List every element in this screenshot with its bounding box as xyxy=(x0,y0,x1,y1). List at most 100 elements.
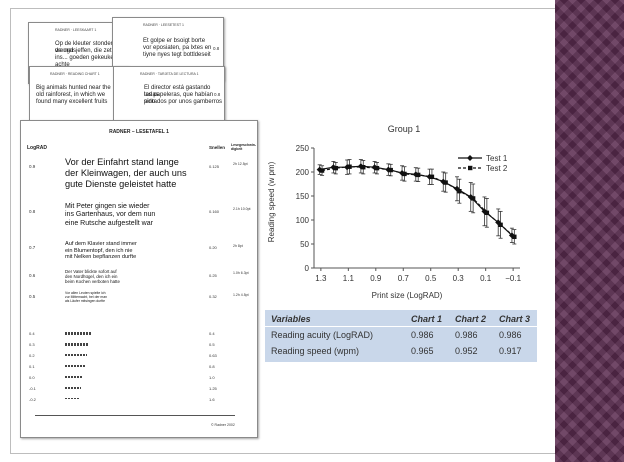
card-line: vor eposiaten, pa lxtes en xyxy=(143,45,212,51)
small-row-logrd: 0.2 xyxy=(29,353,35,358)
card-line: old rainforest, in which we xyxy=(36,92,106,98)
row-speed: 1.0h 6.3pt xyxy=(233,271,249,276)
sentence-line: der Kleinwagen, der auch uns xyxy=(65,167,187,178)
card-line: las papeleras, que habían sido xyxy=(144,92,214,105)
chart-y-axis-label: Reading speed (w pm) xyxy=(267,161,276,242)
column-header-logrd: LogRAD xyxy=(27,145,47,151)
card-title: RADNER · LEESETEST 1 xyxy=(143,23,184,27)
card-title: RADNER · LEESKAART 1 xyxy=(55,28,97,32)
sentence-line: Der Vater blickte sofort auf xyxy=(65,269,117,274)
small-row-snellen: 0.5 xyxy=(209,342,215,347)
chart-point xyxy=(416,172,421,178)
small-row-logrd: 0.3 xyxy=(29,342,35,347)
card-title: RADNER · TARJETA DE LECTURA 1 xyxy=(140,72,199,76)
column-header-speed: Lesegeschwin- digkeit xyxy=(231,143,257,151)
card-line: Op de kleuter stonden vreugd xyxy=(55,41,115,54)
row-snellen: 0.125 xyxy=(209,164,220,170)
small-row-text xyxy=(65,365,85,368)
chart-y-tick-label: 100 xyxy=(296,216,310,225)
table-cell: Reading speed (wpm) xyxy=(271,346,360,356)
sentence-line: Auf dem Klavier stand immer xyxy=(65,241,137,247)
card-title: RADNER · READING CHART 1 xyxy=(50,72,100,76)
table-row: Reading acuity (LogRAD) 0.986 0.986 0.98… xyxy=(265,327,537,344)
table-header-variables: Variables xyxy=(271,314,311,324)
card-score: 0.8 xyxy=(213,46,220,51)
row-logrd: 0.6 xyxy=(29,272,36,278)
chart-y-tick-label: 0 xyxy=(305,264,310,273)
sentence-line: ins Gartenhaus, vor dem nun xyxy=(65,211,156,219)
sentence-line: zur Mittemacht, bei der man xyxy=(65,295,108,299)
chart-y-tick-label: 50 xyxy=(300,240,309,249)
small-row-text xyxy=(65,332,91,335)
chart-point xyxy=(371,164,378,171)
chart-point xyxy=(484,210,490,215)
small-row-snellen: 0.63 xyxy=(209,353,217,358)
chart-point xyxy=(361,165,366,170)
legend-label: Test 2 xyxy=(486,164,508,173)
row-speed: 2h 8pt xyxy=(233,243,243,248)
card-line: de meisjeffen, die zet niet xyxy=(55,48,123,54)
card-line: found many excellent fruits xyxy=(36,99,108,105)
small-row-text xyxy=(65,398,79,400)
card-line: pintados por unos gamberros xyxy=(144,99,223,105)
sentence-line: den Nordhügel, den ich ein xyxy=(65,274,118,280)
sentence-line: ein Blumentopf, den ich nie xyxy=(65,247,133,254)
card-title: RADNER – LESETAFEL 1 xyxy=(109,129,169,135)
chart-x-axis-label: Print size (LogRAD) xyxy=(372,291,443,300)
sentence-line: Vor der Einfahrt stand lange xyxy=(65,157,179,167)
small-row-text xyxy=(65,387,81,389)
legend-marker xyxy=(467,155,473,161)
table-cell: 0.986 xyxy=(499,330,522,340)
chart-point xyxy=(374,165,380,171)
chart-x-tick-label: −0.1 xyxy=(505,274,521,283)
correlation-table: Variables Chart 1 Chart 2 Chart 3 Readin… xyxy=(265,310,537,362)
small-row-text xyxy=(65,343,89,346)
sentence-line: eine Rutsche aufgestellt war xyxy=(65,219,153,227)
small-row-logrd: -0.1 xyxy=(29,386,36,391)
chart-point xyxy=(512,234,517,239)
reading-speed-chart: Group 1 Reading speed (w pm) Print size … xyxy=(267,124,522,300)
chart-title: Group 1 xyxy=(388,124,421,134)
small-row-snellen: 1.25 xyxy=(209,386,217,391)
chart-point xyxy=(470,196,476,201)
row-logrd: 0.7 xyxy=(29,245,36,251)
chart-x-tick-label: 0.1 xyxy=(480,274,492,283)
decorative-pattern-strip xyxy=(555,0,624,462)
chart-series xyxy=(316,159,517,245)
chart-point xyxy=(319,168,325,173)
card-line: El director está gastando todas xyxy=(144,85,211,98)
small-row-snellen: 0.4 xyxy=(209,331,215,336)
card-line: ins... goeden gekeuken achte xyxy=(55,55,118,68)
sentence-line: als Läufer mitsingen durfte xyxy=(65,299,105,304)
small-row-logrd: 0.1 xyxy=(29,364,35,369)
row-speed: 1.2h 4.5pt xyxy=(233,292,249,297)
chart-x-tick-label: 0.3 xyxy=(453,274,465,283)
sentence-line: beim Kochen verboten hatte xyxy=(65,279,120,285)
chart-point xyxy=(498,222,503,227)
chart-point xyxy=(388,167,393,173)
table-cell: 0.965 xyxy=(411,346,434,356)
card-line: Big animals hunted near the xyxy=(36,85,111,91)
chart-y-tick-label: 200 xyxy=(296,168,310,177)
chart-x-tick-label: 0.9 xyxy=(370,274,382,283)
small-row-snellen: 0.8 xyxy=(209,364,215,369)
table-header-chart-1: Chart 1 xyxy=(411,314,443,324)
chart-x-tick-label: 1.1 xyxy=(343,274,355,283)
chart-point xyxy=(481,208,488,215)
table-cell: Reading acuity (LogRAD) xyxy=(271,330,374,340)
chart-axes: 0 50 100 150 200 250 1.3 1.1 0.9 0.7 0.5 0.3 0.1 −0.1 xyxy=(296,144,522,283)
small-row-logrd: -0.2 xyxy=(29,397,36,402)
legend-marker xyxy=(468,165,473,171)
table-cell: 0.986 xyxy=(455,330,478,340)
table-cell: 0.952 xyxy=(455,346,478,356)
row-snellen: 0.25 xyxy=(209,272,217,278)
chart-x-tick-label: 0.5 xyxy=(425,274,437,283)
chart-point xyxy=(347,164,352,169)
small-row-snellen: 1.6 xyxy=(209,397,215,402)
correlation-table-grid: Variables Chart 1 Chart 2 Chart 3 Readin… xyxy=(265,310,537,359)
sentence-line: Vor allen Leuten spielte ich xyxy=(65,291,106,295)
chart-series-2 xyxy=(319,159,517,245)
small-row-snellen: 1.0 xyxy=(209,375,215,380)
row-logrd: 0.9 xyxy=(29,164,36,170)
